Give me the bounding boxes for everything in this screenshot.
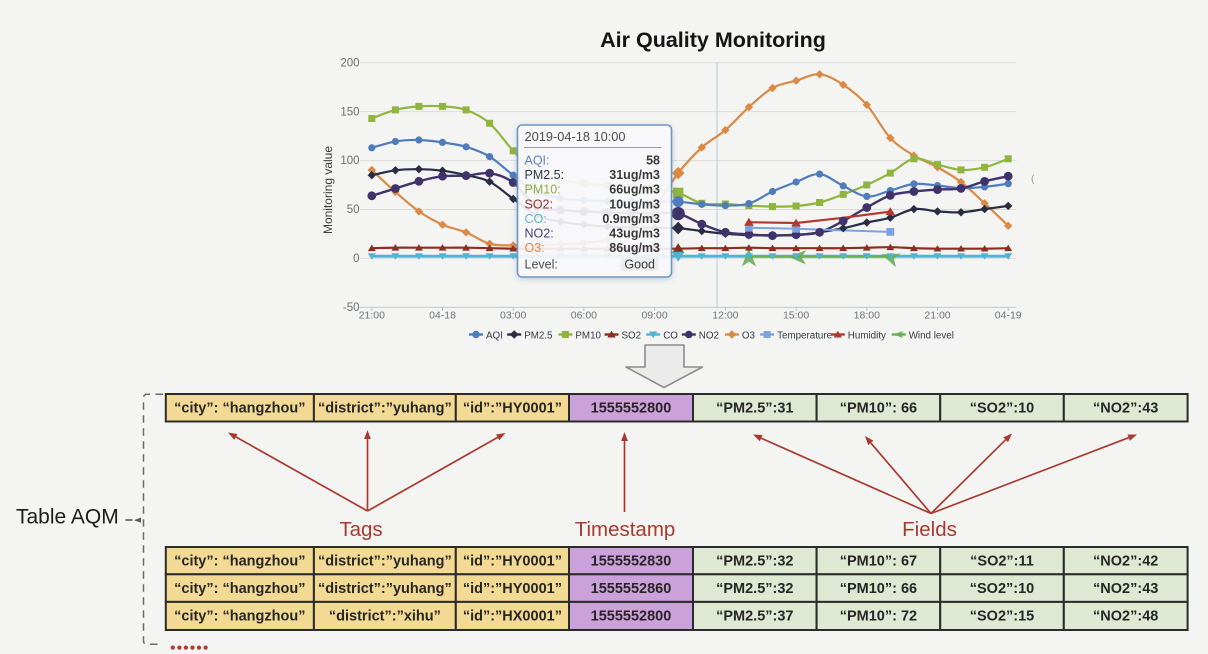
svg-text:150: 150 (340, 106, 359, 118)
svg-text:66ug/m3: 66ug/m3 (609, 183, 660, 197)
svg-text:2019-04-18 10:00: 2019-04-18 10:00 (525, 129, 626, 144)
svg-text:“NO2”:43: “NO2”:43 (1093, 581, 1158, 597)
svg-text:AQI: AQI (486, 330, 503, 341)
svg-text:“PM10”: 72: “PM10”: 72 (840, 609, 917, 625)
svg-text:04-19: 04-19 (995, 310, 1022, 322)
svg-text:0: 0 (353, 253, 359, 265)
svg-text:1555552860: 1555552860 (591, 581, 672, 597)
svg-text:AQI:: AQI: (525, 154, 550, 168)
svg-text:PM2.5:: PM2.5: (525, 168, 565, 182)
svg-text:“NO2”:48: “NO2”:48 (1093, 609, 1158, 625)
svg-text:31ug/m3: 31ug/m3 (609, 168, 660, 182)
svg-text:CO: CO (663, 330, 678, 341)
svg-text:“district”:”yuhang”: “district”:”yuhang” (318, 581, 452, 597)
svg-text:“id”:”HX0001”: “id”:”HX0001” (463, 609, 562, 625)
svg-text:50: 50 (347, 204, 360, 216)
svg-text:(: ( (1031, 174, 1035, 185)
svg-text:“district”:”xihu”: “district”:”xihu” (329, 609, 441, 625)
svg-text:1555552800: 1555552800 (591, 400, 672, 416)
svg-text:“PM2.5”:37: “PM2.5”:37 (716, 609, 793, 625)
svg-text:04-18: 04-18 (429, 310, 456, 322)
svg-text:“SO2”:15: “SO2”:15 (970, 609, 1034, 625)
svg-text:“district”:”yuhang”: “district”:”yuhang” (318, 400, 452, 416)
svg-text:Level:: Level: (525, 257, 558, 271)
svg-text:O3: O3 (742, 330, 756, 341)
svg-text:“SO2”:10: “SO2”:10 (970, 581, 1034, 597)
svg-text:“NO2”:43: “NO2”:43 (1093, 400, 1158, 416)
svg-text:SO2:: SO2: (525, 197, 554, 211)
svg-text:Humidity: Humidity (848, 330, 886, 341)
svg-text:86ug/m3: 86ug/m3 (609, 241, 660, 255)
svg-text:Table AQM: Table AQM (16, 506, 119, 529)
svg-text:“SO2”:11: “SO2”:11 (970, 553, 1034, 569)
svg-text:“NO2”:42: “NO2”:42 (1093, 553, 1158, 569)
svg-text:Wind level: Wind level (909, 330, 954, 341)
svg-text:“id”:”HY0001”: “id”:”HY0001” (463, 400, 562, 416)
svg-text:“id”:”HY0001”: “id”:”HY0001” (463, 553, 562, 569)
svg-text:Tags: Tags (339, 518, 382, 541)
svg-text:“PM10”: 66: “PM10”: 66 (840, 581, 917, 597)
svg-text:“district”:”yuhang”: “district”:”yuhang” (318, 553, 452, 569)
svg-text:Good: Good (624, 257, 655, 271)
svg-text:SO2: SO2 (622, 330, 642, 341)
svg-text:O3:: O3: (525, 241, 545, 255)
svg-text:03:00: 03:00 (500, 310, 526, 322)
svg-text:Timestamp: Timestamp (575, 518, 676, 541)
svg-text:43ug/m3: 43ug/m3 (609, 226, 660, 240)
svg-text:21:00: 21:00 (359, 310, 385, 322)
svg-text:09:00: 09:00 (641, 310, 667, 322)
svg-text:0.9mg/m3: 0.9mg/m3 (602, 212, 660, 226)
svg-text:“PM2.5”:31: “PM2.5”:31 (716, 400, 793, 416)
svg-text:Monitoring value: Monitoring value (321, 146, 335, 234)
svg-text:06:00: 06:00 (571, 310, 597, 322)
svg-text:“PM2.5”:32: “PM2.5”:32 (716, 581, 793, 597)
svg-text:12:00: 12:00 (712, 310, 738, 322)
svg-text:1555552800: 1555552800 (591, 609, 672, 625)
svg-text:Air Quality Monitoring: Air Quality Monitoring (600, 28, 826, 52)
svg-text:200: 200 (340, 57, 359, 69)
svg-text:18:00: 18:00 (854, 310, 880, 322)
svg-text:“PM10”: 66: “PM10”: 66 (840, 400, 917, 416)
svg-text:NO2:: NO2: (525, 226, 554, 240)
svg-text:10ug/m3: 10ug/m3 (609, 197, 660, 211)
svg-text:100: 100 (340, 155, 359, 167)
svg-text:CO:: CO: (525, 212, 547, 226)
svg-text:PM2.5: PM2.5 (524, 330, 553, 341)
svg-text:58: 58 (646, 154, 660, 168)
svg-text:“PM2.5”:32: “PM2.5”:32 (716, 553, 793, 569)
svg-text:Fields: Fields (902, 518, 957, 541)
svg-text:“city”: “hangzhou”: “city”: “hangzhou” (174, 609, 305, 625)
svg-text:“city”: “hangzhou”: “city”: “hangzhou” (174, 400, 305, 416)
svg-text:“SO2”:10: “SO2”:10 (970, 400, 1034, 416)
svg-text:“id”:”HY0001”: “id”:”HY0001” (463, 581, 562, 597)
svg-text:“city”: “hangzhou”: “city”: “hangzhou” (174, 553, 305, 569)
svg-text:PM10:: PM10: (525, 183, 561, 197)
svg-text:PM10: PM10 (575, 330, 601, 341)
svg-text:-50: -50 (343, 302, 360, 314)
svg-text:15:00: 15:00 (783, 310, 809, 322)
svg-text:1555552830: 1555552830 (591, 553, 672, 569)
svg-text:NO2: NO2 (699, 330, 719, 341)
svg-text:“city”: “hangzhou”: “city”: “hangzhou” (174, 581, 305, 597)
svg-text:“PM10”: 67: “PM10”: 67 (840, 553, 917, 569)
svg-text:21:00: 21:00 (924, 310, 950, 322)
svg-text:Temperature: Temperature (777, 330, 833, 341)
